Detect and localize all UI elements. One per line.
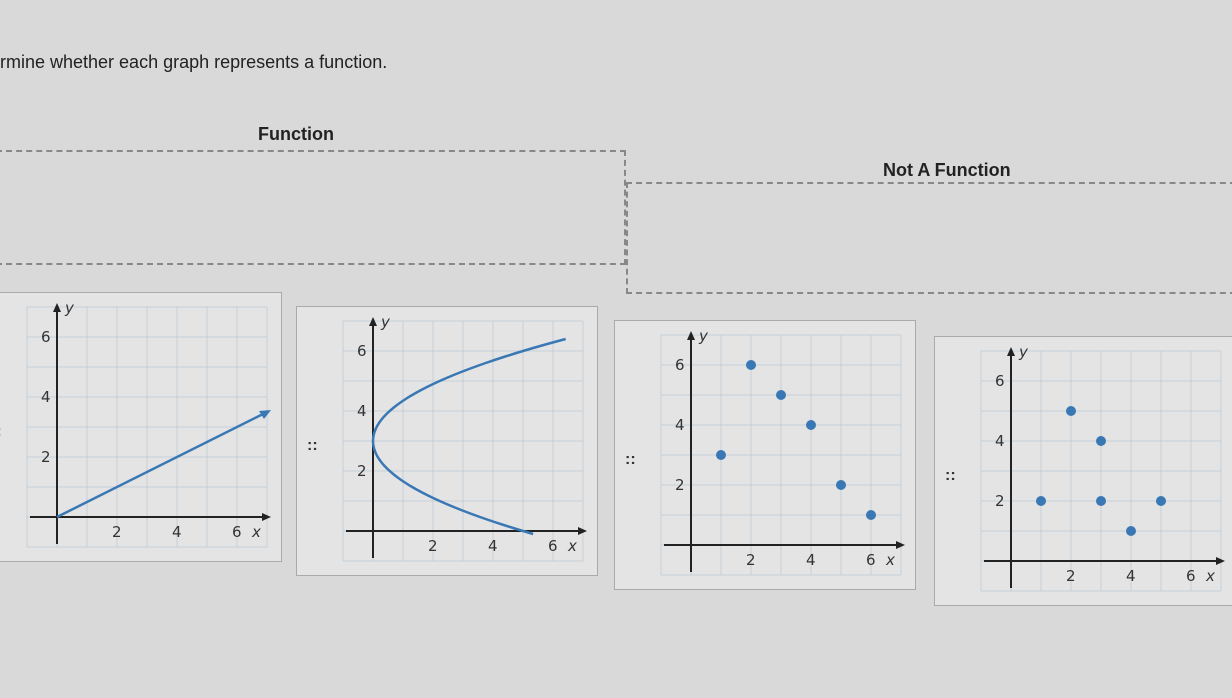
data-point: [1066, 406, 1076, 416]
y-tick-label: 6: [995, 372, 1005, 390]
not-function-drop-zone[interactable]: [626, 182, 1232, 294]
drag-handle-icon[interactable]: ::: [945, 467, 956, 484]
x-tick-label: 6: [548, 537, 558, 555]
y-axis-arrow: [53, 303, 61, 312]
drag-handle-icon[interactable]: ::: [625, 451, 636, 468]
y-axis-arrow: [1007, 347, 1015, 356]
y-tick-label: 6: [41, 328, 51, 346]
data-point: [806, 420, 816, 430]
line-arrow: [259, 410, 271, 419]
y-tick-label: 2: [357, 462, 367, 480]
graph-card-2[interactable]: :: 2 4 6 2 4 6 x y: [296, 306, 598, 576]
y-tick-label: 4: [357, 402, 367, 420]
y-axis-label: y: [698, 327, 709, 345]
data-point: [746, 360, 756, 370]
data-point: [866, 510, 876, 520]
x-tick-label: 4: [806, 551, 816, 569]
data-point: [1096, 436, 1106, 446]
x-axis-arrow: [1216, 557, 1225, 565]
graph-card-3[interactable]: :: 2 4 6 2 4 6 x y: [614, 320, 916, 590]
y-tick-label: 2: [675, 476, 685, 494]
y-tick-label: 4: [995, 432, 1005, 450]
drag-handle-icon[interactable]: ::: [0, 423, 2, 441]
y-axis-label: y: [64, 299, 75, 317]
data-point: [776, 390, 786, 400]
y-axis-label: y: [1018, 343, 1029, 361]
data-point: [1036, 496, 1046, 506]
x-axis-label: x: [885, 551, 895, 569]
data-point: [1156, 496, 1166, 506]
x-axis-arrow: [262, 513, 271, 521]
y-axis-arrow: [369, 317, 377, 326]
x-axis-label: x: [567, 537, 577, 555]
x-axis-label: x: [1205, 567, 1215, 585]
y-axis-label: y: [380, 313, 391, 331]
x-tick-label: 2: [112, 523, 122, 541]
x-tick-label: 4: [1126, 567, 1136, 585]
y-tick-label: 2: [41, 448, 51, 466]
x-tick-label: 2: [1066, 567, 1076, 585]
instructions: rmine whether each graph represents a fu…: [0, 52, 388, 72]
x-axis-arrow: [578, 527, 587, 535]
x-tick-label: 6: [232, 523, 242, 541]
x-tick-label: 2: [428, 537, 438, 555]
function-drop-zone[interactable]: [0, 150, 626, 265]
x-axis-label: x: [251, 523, 261, 541]
x-tick-label: 6: [1186, 567, 1196, 585]
graph-card-4[interactable]: :: 2 4 6 2 4 6 x y: [934, 336, 1232, 606]
x-tick-label: 4: [172, 523, 182, 541]
function-zone-label: Function: [258, 124, 334, 144]
y-axis-arrow: [687, 331, 695, 340]
data-point: [1126, 526, 1136, 536]
data-point: [1096, 496, 1106, 506]
y-tick-label: 6: [357, 342, 367, 360]
data-point: [716, 450, 726, 460]
data-point: [836, 480, 846, 490]
y-tick-label: 2: [995, 492, 1005, 510]
y-tick-label: 4: [675, 416, 685, 434]
x-tick-label: 6: [866, 551, 876, 569]
function-line: [56, 410, 268, 519]
y-tick-label: 6: [675, 356, 685, 374]
drag-handle-icon[interactable]: ::: [307, 437, 318, 454]
x-tick-label: 4: [488, 537, 498, 555]
x-axis-arrow: [896, 541, 905, 549]
not-function-zone-label: Not A Function: [883, 160, 1011, 180]
x-tick-label: 2: [746, 551, 756, 569]
y-tick-label: 4: [41, 388, 51, 406]
parabola-curve: [371, 337, 566, 536]
